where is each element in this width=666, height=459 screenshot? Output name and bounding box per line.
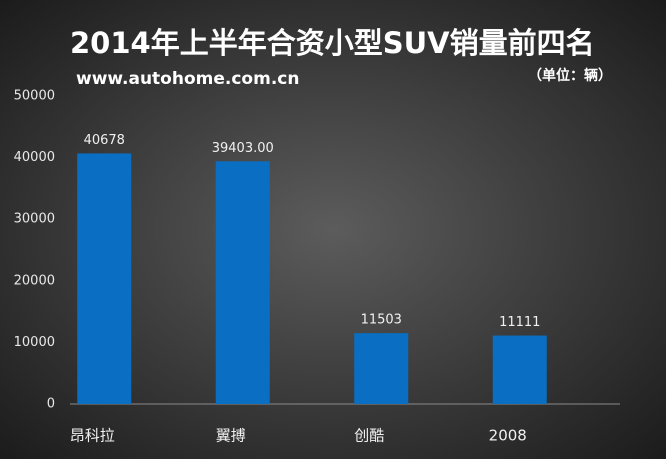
y-tick-label: 10000 xyxy=(14,335,55,350)
y-tick-label: 0 xyxy=(47,397,55,412)
value-label: 11111 xyxy=(499,315,540,330)
x-tick-label: 翼搏 xyxy=(216,427,246,445)
value-label: 40678 xyxy=(84,133,125,148)
bar xyxy=(215,161,270,404)
x-tick-label: 2008 xyxy=(489,427,527,445)
value-label: 11503 xyxy=(361,313,402,328)
y-tick-label: 40000 xyxy=(14,150,55,165)
bar xyxy=(492,335,547,404)
unit-label: （单位：辆） xyxy=(528,67,612,84)
x-tick-label: 昂科拉 xyxy=(70,427,115,445)
y-tick-label: 20000 xyxy=(14,273,55,288)
chart-subtitle: www.autohome.com.cn xyxy=(76,69,299,89)
chart-title: 2014年上半年合资小型SUV销量前四名 xyxy=(70,26,595,60)
x-tick-label: 创酷 xyxy=(354,427,384,445)
bar xyxy=(77,153,132,404)
y-tick-label: 50000 xyxy=(14,89,55,104)
bar xyxy=(354,333,409,404)
value-label: 39403.00 xyxy=(212,141,274,156)
y-tick-label: 30000 xyxy=(14,212,55,227)
